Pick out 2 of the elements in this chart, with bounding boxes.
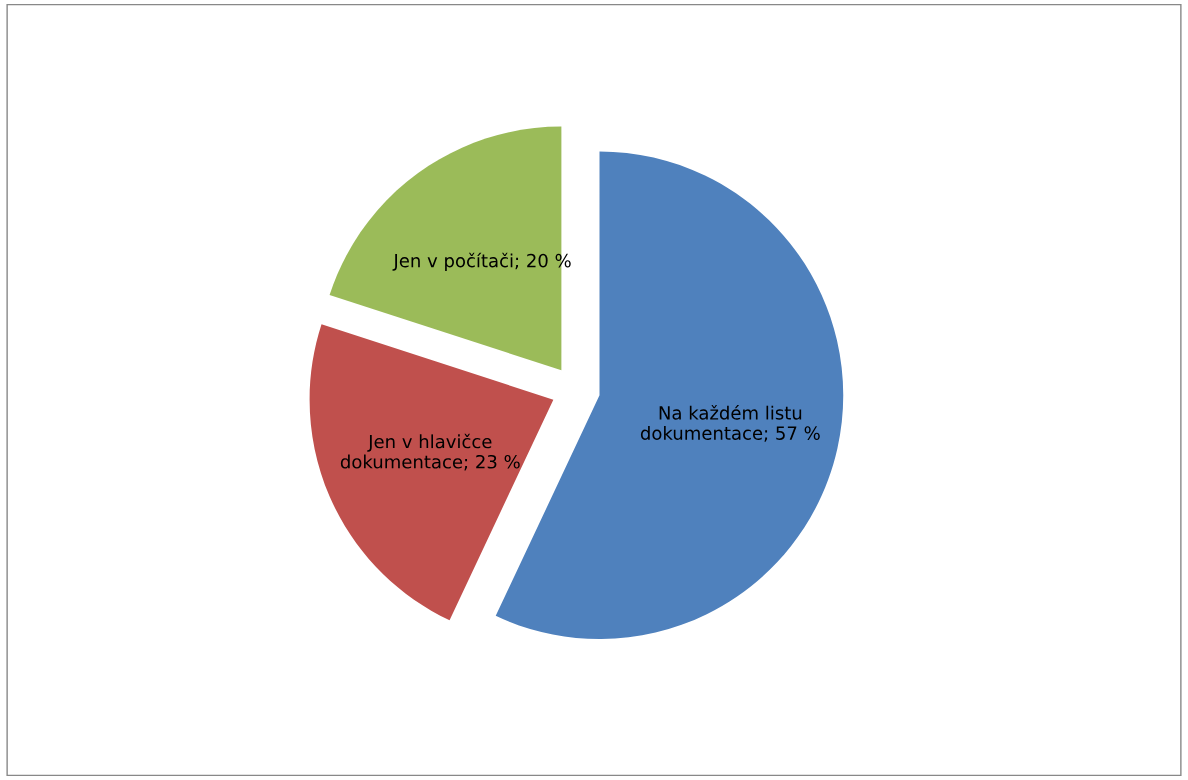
slice-label: Na každém listu dokumentace; 57 % <box>640 404 820 442</box>
slice-label: Jen v hlavičce dokumentace; 23 % <box>340 433 520 471</box>
